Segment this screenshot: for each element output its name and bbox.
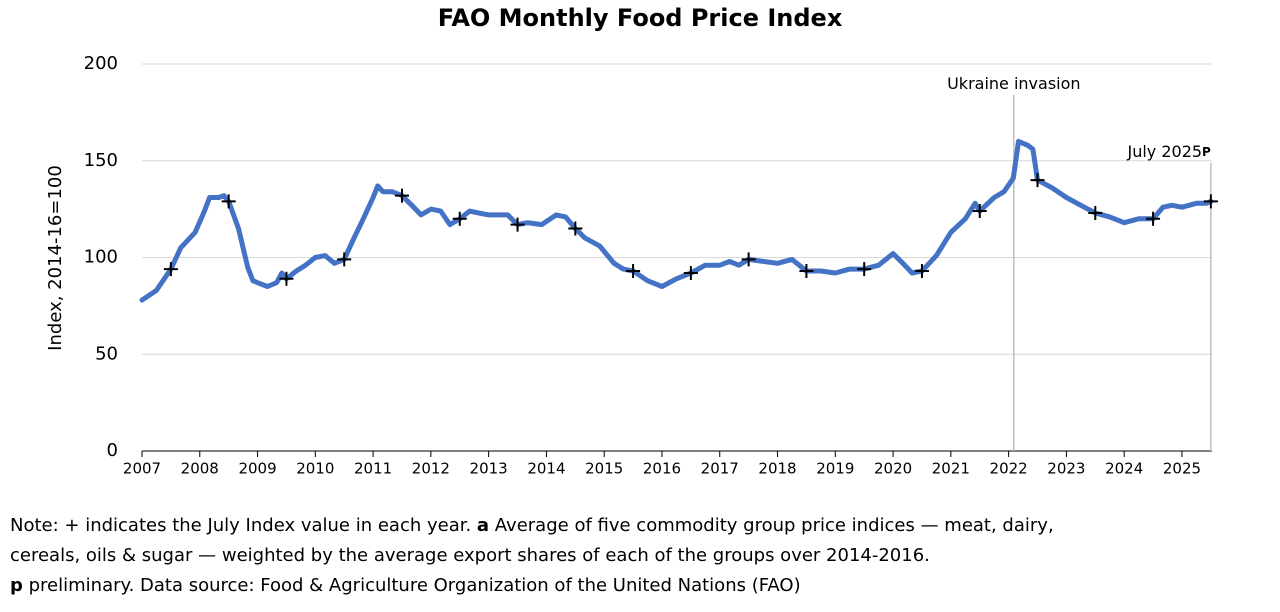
y-tick-label: 150 — [84, 150, 118, 171]
note-line: p preliminary. Data source: Food & Agric… — [10, 575, 801, 596]
data-line — [139, 138, 1214, 303]
y-tick-label: 50 — [95, 343, 118, 364]
x-tick-label: 2021 — [932, 460, 970, 478]
x-tick-label: 2011 — [354, 460, 392, 478]
x-tick-label: 2018 — [758, 460, 796, 478]
july-marker — [741, 252, 756, 267]
x-tick-label: 2017 — [701, 460, 739, 478]
x-tick-label: 2015 — [585, 460, 623, 478]
note-segment: p — [10, 575, 23, 596]
x-tick-label: 2022 — [990, 460, 1028, 478]
annotation-label: Ukraine invasion — [947, 74, 1080, 93]
july-marker — [1088, 205, 1103, 220]
note-line: Note: + indicates the July Index value i… — [10, 515, 1054, 536]
note-segment: a — [477, 515, 489, 536]
annotation-label: July 2025p — [1126, 142, 1211, 161]
x-tick-label: 2012 — [412, 460, 450, 478]
july-marker — [1203, 194, 1218, 209]
chart-title: FAO Monthly Food Price Index — [438, 4, 843, 32]
x-tick-label: 2023 — [1047, 460, 1085, 478]
july-marker — [972, 204, 987, 219]
july-marker — [163, 262, 178, 277]
x-tick-label: 2019 — [816, 460, 854, 478]
july-marker — [568, 221, 583, 236]
y-tick-label: 100 — [84, 247, 118, 268]
x-tick-label: 2008 — [181, 460, 219, 478]
july-marker — [394, 188, 409, 203]
note-segment: preliminary. Data source: Food & Agricul… — [23, 575, 801, 596]
x-tick-label: 2007 — [123, 460, 161, 478]
x-tick-label: 2014 — [527, 460, 565, 478]
july-marker — [452, 211, 467, 226]
july-marker — [279, 271, 294, 286]
x-tick-label: 2024 — [1105, 460, 1143, 478]
x-tick-label: 2009 — [238, 460, 276, 478]
note-segment: Average of five commodity group price in… — [489, 515, 1054, 536]
july-marker — [1030, 173, 1045, 188]
annotation-suffix: p — [1202, 145, 1211, 159]
y-axis-label: Index, 2014-16=100 — [45, 165, 66, 351]
annotation-text: July 2025 — [1126, 142, 1202, 161]
july-marker — [626, 264, 641, 279]
july-marker — [683, 265, 698, 280]
july-marker — [857, 262, 872, 277]
x-tick-label: 2020 — [874, 460, 912, 478]
note-segment: Note: + indicates the July Index value i… — [10, 515, 477, 536]
annotation-text: Ukraine invasion — [947, 74, 1080, 93]
july-marker — [510, 217, 525, 232]
x-tick-label: 2013 — [470, 460, 508, 478]
x-tick-label: 2025 — [1163, 460, 1201, 478]
y-tick-label: 0 — [107, 440, 118, 461]
x-tick-label: 2016 — [643, 460, 681, 478]
july-marker — [914, 264, 929, 279]
july-marker — [337, 252, 352, 267]
note-segment: cereals, oils & sugar — weighted by the … — [10, 545, 930, 566]
x-tick-label: 2010 — [296, 460, 334, 478]
july-marker — [221, 194, 236, 209]
y-tick-label: 200 — [84, 53, 118, 74]
note-line: cereals, oils & sugar — weighted by the … — [10, 545, 930, 566]
july-marker — [799, 264, 814, 279]
july-marker — [1146, 211, 1161, 226]
